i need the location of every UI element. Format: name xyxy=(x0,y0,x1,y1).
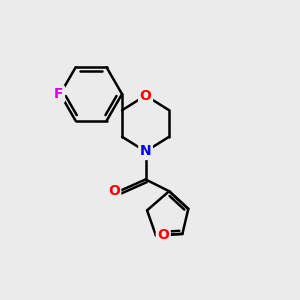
Text: O: O xyxy=(140,88,152,103)
Text: N: N xyxy=(140,145,152,158)
Text: O: O xyxy=(157,228,169,242)
Text: F: F xyxy=(54,87,64,101)
Text: O: O xyxy=(108,184,120,198)
